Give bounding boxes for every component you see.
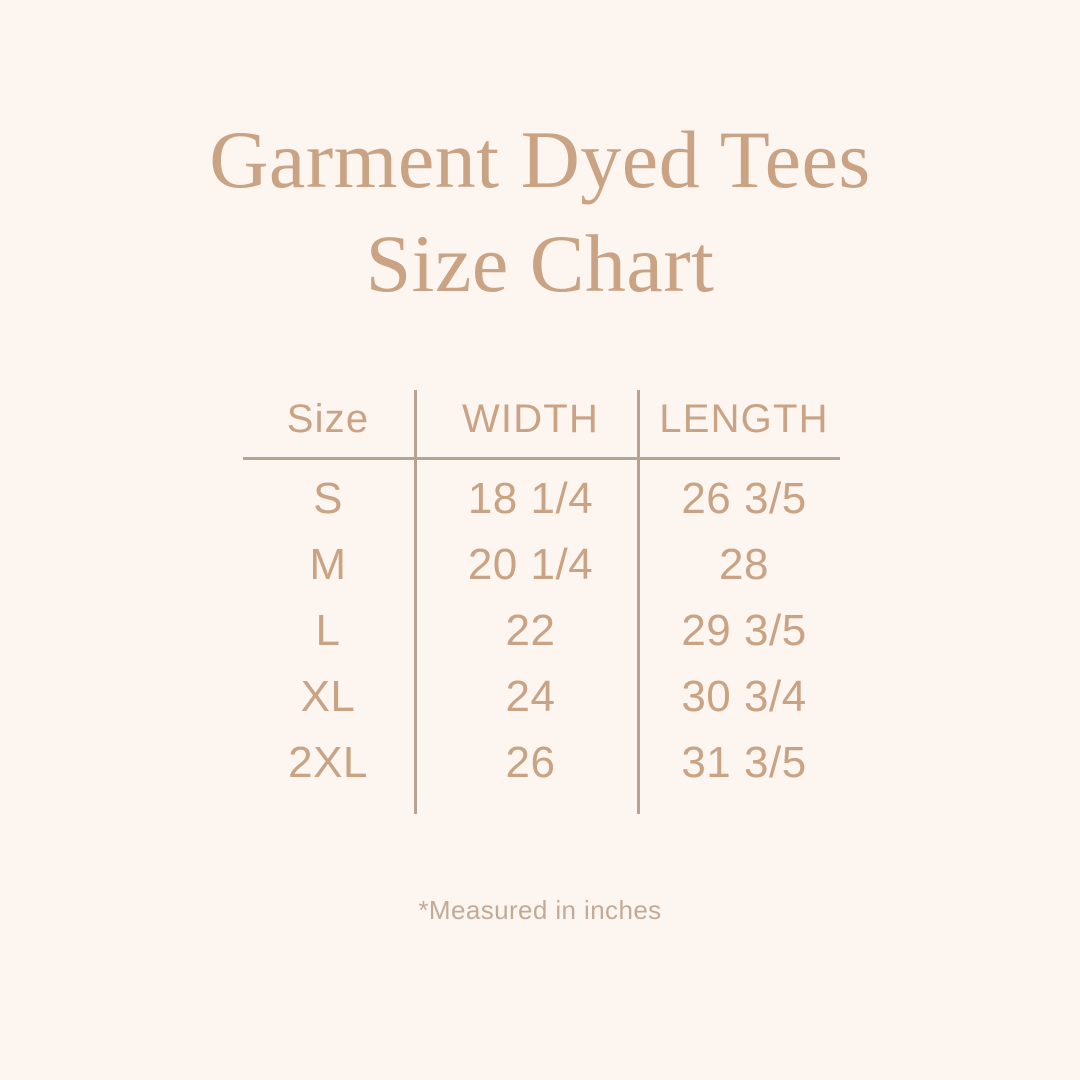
cell-length: 31 3/5: [681, 738, 807, 787]
column-header-size: Size: [286, 397, 370, 441]
title-line-2: Size Chart: [365, 218, 715, 309]
column-divider-2: [637, 390, 640, 814]
cell-size: L: [315, 606, 341, 655]
table-header-row: Size WIDTH LENGTH: [243, 386, 840, 460]
size-table: Size WIDTH LENGTH S 18 1/4 26 3/5 M 20 1…: [243, 386, 840, 814]
table-row: S 18 1/4 26 3/5: [243, 468, 840, 534]
cell-width: 26: [505, 738, 556, 787]
cell-size: S: [313, 474, 343, 523]
table-row: 2XL 26 31 3/5: [243, 732, 840, 798]
table-row: M 20 1/4 28: [243, 534, 840, 600]
column-divider-1: [414, 390, 417, 814]
column-header-length: LENGTH: [659, 397, 829, 441]
cell-length: 28: [719, 540, 769, 589]
title-line-1: Garment Dyed Tees: [209, 114, 871, 205]
page-title: Garment Dyed Tees Size Chart: [0, 108, 1080, 316]
header-divider-line: [243, 457, 840, 460]
table-body: S 18 1/4 26 3/5 M 20 1/4 28 L 22 29 3/5 …: [243, 468, 840, 798]
cell-length: 30 3/4: [681, 672, 807, 721]
cell-size: 2XL: [288, 738, 368, 787]
measurement-footnote: *Measured in inches: [418, 895, 662, 925]
table-row: XL 24 30 3/4: [243, 666, 840, 732]
column-header-width: WIDTH: [461, 397, 600, 441]
cell-size: XL: [300, 672, 356, 721]
table-row: L 22 29 3/5: [243, 600, 840, 666]
cell-width: 20 1/4: [467, 540, 594, 589]
cell-width: 22: [505, 606, 556, 655]
cell-width: 24: [505, 672, 556, 721]
cell-length: 29 3/5: [681, 606, 807, 655]
cell-length: 26 3/5: [681, 474, 807, 523]
cell-width: 18 1/4: [467, 474, 594, 523]
cell-size: M: [309, 540, 347, 589]
